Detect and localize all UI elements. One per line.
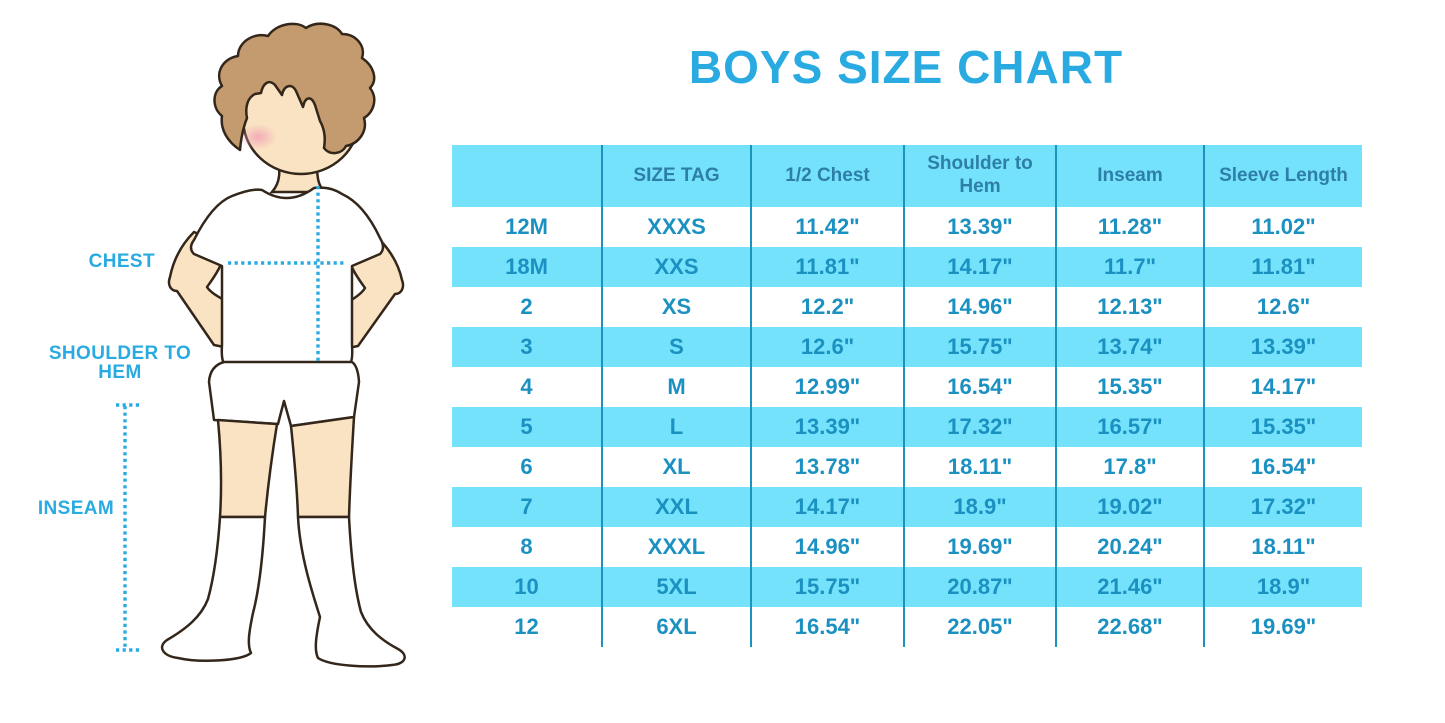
- table-cell: 12.6": [1256, 294, 1311, 319]
- table-cell: 17.32": [905, 407, 1057, 447]
- table-row: 2 XS 12.2" 14.96" 12.13" 12.6": [452, 287, 1362, 327]
- table-cell: 8: [452, 527, 603, 567]
- table-row: 7 XXL 14.17" 18.9" 19.02" 17.32": [452, 487, 1362, 527]
- boy-measurement-illustration: [116, 22, 406, 668]
- table-cell: 14.96": [905, 287, 1057, 327]
- table-cell: 6: [452, 447, 603, 487]
- table-cell: M: [603, 367, 752, 407]
- table-row: 6 XL 13.78" 18.11" 17.8" 16.54": [452, 447, 1362, 487]
- shorts: [207, 360, 361, 428]
- table-row: 18M XXS 11.81" 14.17" 11.7" 11.81": [452, 247, 1362, 287]
- table-cell: 21.46": [1057, 567, 1205, 607]
- table-cell: 22.68": [1057, 607, 1205, 647]
- table-cell: 17.32": [1250, 494, 1317, 519]
- table-row: 12M XXXS 11.42" 13.39" 11.28" 11.02": [452, 207, 1362, 247]
- table-cell: 13.39": [752, 407, 905, 447]
- table-cell: 12.2": [752, 287, 905, 327]
- table-cell: 19.02": [1057, 487, 1205, 527]
- table-cell: 14.17": [752, 487, 905, 527]
- table-cell: 17.8": [1057, 447, 1205, 487]
- table-cell: S: [603, 327, 752, 367]
- page-title: BOYS SIZE CHART: [688, 41, 1124, 93]
- table-cell: Sleeve Length: [1219, 164, 1348, 186]
- blush-left: [239, 124, 277, 150]
- table-header-row: SIZE TAG 1/2 Chest Shoulder to Hem Inseam Sl…: [452, 145, 1362, 207]
- shoulder-to-hem-label: SHOULDER TO HEM: [48, 343, 192, 383]
- table-cell: 5XL: [603, 567, 752, 607]
- tshirt: [189, 186, 385, 372]
- table-cell: 18.11": [905, 447, 1057, 487]
- table-cell: 12M: [452, 207, 603, 247]
- table-cell: XXXL: [603, 527, 752, 567]
- table-cell: XL: [603, 447, 752, 487]
- table-cell: XXS: [603, 247, 752, 287]
- table-cell: 18.11": [1251, 534, 1316, 559]
- table-cell: 18.9": [1256, 574, 1311, 599]
- table-cell: 12: [452, 607, 603, 647]
- table-cell: 2: [452, 287, 603, 327]
- table-cell: 13.78": [752, 447, 905, 487]
- legs: [216, 415, 356, 519]
- table-cell: 10: [452, 567, 603, 607]
- table-row: 5 L 13.39" 17.32" 16.57" 15.35": [452, 407, 1362, 447]
- socks: [160, 515, 406, 668]
- table-cell: 19.69": [905, 527, 1057, 567]
- table-cell: XXXS: [603, 207, 752, 247]
- table-cell: Inseam: [1057, 145, 1205, 207]
- table-row: 12 6XL 16.54" 22.05" 22.68" 19.69": [452, 607, 1362, 647]
- table-cell: 16.57": [1057, 407, 1205, 447]
- table-cell: 15.35": [1057, 367, 1205, 407]
- table-cell: 16.54": [905, 367, 1057, 407]
- inseam-label: INSEAM: [37, 498, 115, 519]
- table-cell: 14.96": [752, 527, 905, 567]
- table-cell: 15.75": [752, 567, 905, 607]
- table-cell: 5: [452, 407, 603, 447]
- table-cell: 12.99": [752, 367, 905, 407]
- table-cell: 12.6": [752, 327, 905, 367]
- table-cell: 4: [452, 367, 603, 407]
- table-cell: 7: [452, 487, 603, 527]
- table-cell: 11.28": [1057, 207, 1205, 247]
- table-row: 8 XXXL 14.96" 19.69" 20.24" 18.11": [452, 527, 1362, 567]
- table-cell: 6XL: [603, 607, 752, 647]
- table-cell: 20.87": [905, 567, 1057, 607]
- table-cell: 11.81": [1251, 254, 1316, 279]
- table-cell: 14.17": [1250, 374, 1317, 399]
- table-cell: 16.54": [1250, 454, 1317, 479]
- table-row: 10 5XL 15.75" 20.87" 21.46" 18.9": [452, 567, 1362, 607]
- table-cell: 15.75": [905, 327, 1057, 367]
- table-cell: XXL: [603, 487, 752, 527]
- table-cell: 11.02": [1251, 214, 1316, 239]
- chest-label: CHEST: [88, 251, 155, 272]
- table-cell: 19.69": [1250, 614, 1317, 639]
- table-cell: 3: [452, 327, 603, 367]
- table-cell: 11.81": [752, 247, 905, 287]
- table-cell: 22.05": [905, 607, 1057, 647]
- table-row: 4 M 12.99" 16.54" 15.35" 14.17": [452, 367, 1362, 407]
- table-cell: L: [603, 407, 752, 447]
- size-table: SIZE TAG 1/2 Chest Shoulder to Hem Inseam Sl…: [452, 145, 1362, 647]
- table-cell: 18M: [452, 247, 603, 287]
- table-cell: 1/2 Chest: [752, 145, 905, 207]
- table-cell: 13.39": [1250, 334, 1317, 359]
- table-cell: 11.7": [1057, 247, 1205, 287]
- table-cell: 16.54": [752, 607, 905, 647]
- table-cell: 20.24": [1057, 527, 1205, 567]
- table-cell: Shoulder to Hem: [905, 145, 1057, 207]
- table-cell: 18.9": [905, 487, 1057, 527]
- table-cell: 13.39": [905, 207, 1057, 247]
- table-row: 3 S 12.6" 15.75" 13.74" 13.39": [452, 327, 1362, 367]
- table-cell: XS: [603, 287, 752, 327]
- table-cell: 12.13": [1057, 287, 1205, 327]
- hair: [213, 22, 376, 155]
- table-cell: 15.35": [1250, 414, 1317, 439]
- table-cell: 11.42": [752, 207, 905, 247]
- measurement-guides: [116, 186, 346, 652]
- table-cell: [452, 145, 603, 207]
- table-cell: 14.17": [905, 247, 1057, 287]
- table-cell: SIZE TAG: [603, 145, 752, 207]
- table-cell: 13.74": [1057, 327, 1205, 367]
